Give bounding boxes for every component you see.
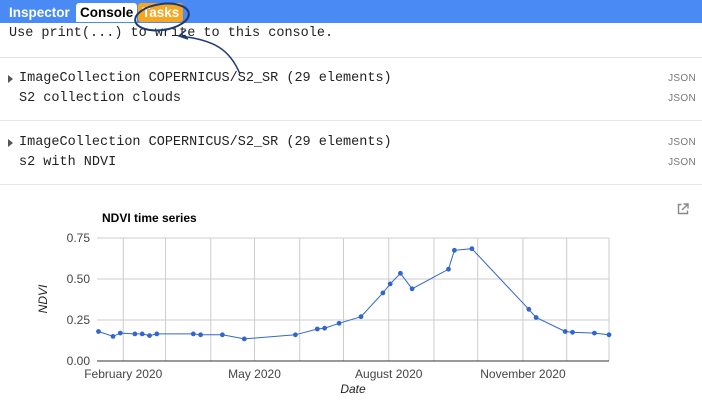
data-point xyxy=(446,266,451,272)
y-axis-title: NDVI xyxy=(36,284,50,313)
data-point xyxy=(96,329,101,334)
data-point xyxy=(358,314,364,320)
tab-console[interactable]: Console xyxy=(76,3,138,22)
json-link[interactable]: JSON xyxy=(668,93,696,104)
divider xyxy=(0,184,702,185)
data-point xyxy=(322,325,327,331)
x-tick-label: August 2020 xyxy=(355,367,423,381)
data-point xyxy=(336,320,342,326)
tab-inspector[interactable]: Inspector xyxy=(9,5,70,20)
x-tick-label: May 2020 xyxy=(228,367,281,381)
ndvi-chart: 0.00 0.25 0.50 0.75 February 2020 May 2020 Aug… xyxy=(36,231,612,396)
console-entry-title-row[interactable]: ImageCollection COPERNICUS/S2_SR (29 ele… xyxy=(0,70,702,90)
tab-bar: Inspector Console Tasks xyxy=(0,0,702,23)
x-tick-label: February 2020 xyxy=(84,367,162,381)
tab-tasks[interactable]: Tasks xyxy=(138,3,184,22)
expand-arrow-icon[interactable] xyxy=(8,75,13,83)
chart-title: NDVI time series xyxy=(102,211,197,225)
json-link[interactable]: JSON xyxy=(668,157,696,168)
data-point xyxy=(117,330,123,336)
divider xyxy=(0,120,702,121)
open-in-new-icon[interactable] xyxy=(676,202,690,216)
data-point xyxy=(380,290,386,296)
x-axis-title: Date xyxy=(340,382,366,396)
console-entry-subtitle-row: S2 collection clouds JSON xyxy=(0,90,702,110)
data-point xyxy=(592,330,597,336)
json-link[interactable]: JSON xyxy=(668,73,696,84)
entry-subtitle: s2 with NDVI xyxy=(19,155,117,170)
entry-title: ImageCollection COPERNICUS/S2_SR (29 ele… xyxy=(19,135,392,150)
data-point xyxy=(220,332,225,338)
data-point xyxy=(198,332,204,338)
data-point xyxy=(314,326,320,332)
data-point xyxy=(409,286,415,292)
divider xyxy=(0,57,702,58)
chart-axes: 0.00 0.25 0.50 0.75 February 2020 May 2020 Aug… xyxy=(67,231,566,381)
chart-grid xyxy=(97,237,610,362)
data-point xyxy=(293,332,298,338)
data-point xyxy=(398,270,403,276)
expand-arrow-icon[interactable] xyxy=(8,139,13,147)
json-link[interactable]: JSON xyxy=(668,137,696,148)
console-hint: Use print(...) to write to this console. xyxy=(9,26,334,41)
data-point xyxy=(110,334,116,339)
data-point xyxy=(154,331,160,337)
entry-title: ImageCollection COPERNICUS/S2_SR (29 ele… xyxy=(19,71,392,86)
console-entry-subtitle-row: s2 with NDVI JSON xyxy=(0,154,702,174)
series-line xyxy=(98,248,610,340)
entry-subtitle: S2 collection clouds xyxy=(19,91,182,106)
data-point xyxy=(469,246,475,252)
y-tick-label: 0.50 xyxy=(67,272,91,286)
data-point xyxy=(533,315,539,320)
console-entry-title-row[interactable]: ImageCollection COPERNICUS/S2_SR (29 ele… xyxy=(0,134,702,154)
y-tick-label: 0.75 xyxy=(67,231,91,245)
data-point xyxy=(526,306,532,312)
data-point xyxy=(570,329,575,335)
data-point xyxy=(606,332,612,338)
data-point xyxy=(139,331,145,337)
data-point xyxy=(452,247,457,253)
data-point xyxy=(190,331,196,337)
data-point xyxy=(147,333,152,338)
chart-series xyxy=(96,246,612,342)
x-tick-label: November 2020 xyxy=(480,367,566,381)
y-tick-label: 0.25 xyxy=(67,313,91,327)
y-tick-label: 0.00 xyxy=(67,354,91,368)
data-point xyxy=(562,329,568,334)
data-point xyxy=(387,281,393,287)
data-point xyxy=(241,336,247,342)
data-point xyxy=(132,331,138,337)
